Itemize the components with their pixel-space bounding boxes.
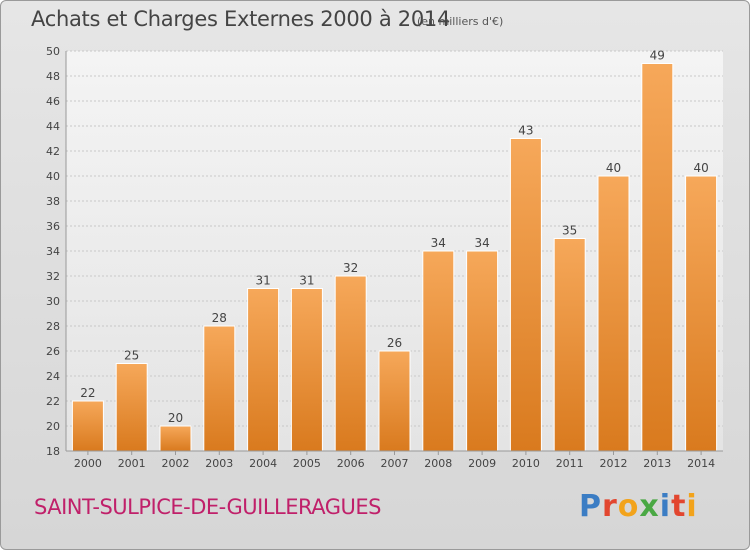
logo-letter: t bbox=[671, 489, 687, 524]
bar-value-label: 34 bbox=[431, 236, 446, 250]
bar-2014 bbox=[685, 175, 718, 452]
x-tick-label: 2009 bbox=[468, 457, 496, 470]
y-tick-label: 28 bbox=[46, 320, 60, 333]
x-tick-label: 2011 bbox=[556, 457, 584, 470]
bar-value-label: 40 bbox=[606, 161, 621, 175]
x-tick-label: 2002 bbox=[162, 457, 190, 470]
bar-2006 bbox=[334, 275, 367, 452]
y-tick-label: 32 bbox=[46, 270, 60, 283]
bar-value-label: 35 bbox=[562, 224, 577, 238]
x-tick-label: 2008 bbox=[424, 457, 452, 470]
y-tick-label: 18 bbox=[46, 445, 60, 458]
y-tick-label: 26 bbox=[46, 345, 60, 358]
y-tick-label: 20 bbox=[46, 420, 60, 433]
bar-value-label: 32 bbox=[343, 261, 358, 275]
x-tick-label: 2010 bbox=[512, 457, 540, 470]
y-tick-label: 34 bbox=[46, 245, 60, 258]
bar-2013 bbox=[641, 63, 674, 452]
bar-value-label: 22 bbox=[80, 386, 95, 400]
y-tick-label: 50 bbox=[46, 45, 60, 58]
bar-2010 bbox=[509, 138, 542, 452]
commune-name: SAINT-SULPICE-DE-GUILLERAGUES bbox=[34, 495, 382, 519]
bar-2004 bbox=[247, 288, 280, 452]
bar-value-label: 26 bbox=[387, 336, 402, 350]
x-tick-label: 2012 bbox=[600, 457, 628, 470]
x-tick-label: 2004 bbox=[249, 457, 277, 470]
x-tick-label: 2001 bbox=[118, 457, 146, 470]
bar-value-label: 49 bbox=[650, 49, 665, 63]
logo-letter: i bbox=[686, 489, 698, 524]
bar-value-label: 25 bbox=[124, 349, 139, 363]
y-tick-label: 48 bbox=[46, 70, 60, 83]
y-tick-label: 40 bbox=[46, 170, 60, 183]
y-tick-label: 46 bbox=[46, 95, 60, 108]
bar-2011 bbox=[553, 238, 586, 452]
logo-letter: i bbox=[659, 489, 672, 524]
y-tick-label: 24 bbox=[46, 370, 60, 383]
bar-2000 bbox=[71, 400, 104, 452]
bar-2012 bbox=[597, 175, 630, 452]
proxiti-logo: Proxiti bbox=[579, 489, 698, 524]
bar-2003 bbox=[203, 325, 236, 452]
bar-value-label: 34 bbox=[474, 236, 489, 250]
y-tick-label: 30 bbox=[46, 295, 60, 308]
bar-2005 bbox=[290, 288, 323, 452]
x-tick-label: 2013 bbox=[643, 457, 671, 470]
x-tick-label: 2014 bbox=[687, 457, 715, 470]
logo-letter: o bbox=[617, 489, 640, 524]
logo-letter: r bbox=[602, 489, 618, 524]
x-tick-label: 2003 bbox=[205, 457, 233, 470]
bar-value-label: 28 bbox=[212, 311, 227, 325]
y-tick-label: 44 bbox=[46, 120, 60, 133]
x-tick-label: 2007 bbox=[381, 457, 409, 470]
y-tick-label: 36 bbox=[46, 220, 60, 233]
logo-letter: P bbox=[579, 489, 602, 524]
bar-value-label: 40 bbox=[693, 161, 708, 175]
y-tick-label: 42 bbox=[46, 145, 60, 158]
bar-value-label: 43 bbox=[518, 124, 533, 138]
bar-2008 bbox=[422, 250, 455, 452]
bar-value-label: 20 bbox=[168, 411, 183, 425]
bar-2009 bbox=[466, 250, 499, 452]
bar-value-label: 31 bbox=[255, 274, 270, 288]
bar-2001 bbox=[115, 363, 148, 452]
logo-letter: x bbox=[639, 489, 660, 524]
y-tick-label: 38 bbox=[46, 195, 60, 208]
chart-unit-label: (en milliers d'€) bbox=[417, 15, 504, 28]
x-tick-label: 2006 bbox=[337, 457, 365, 470]
x-tick-label: 2005 bbox=[293, 457, 321, 470]
chart-title: Achats et Charges Externes 2000 à 2014 bbox=[31, 7, 451, 31]
bar-value-label: 31 bbox=[299, 274, 314, 288]
bar-2002 bbox=[159, 425, 192, 452]
bar-2007 bbox=[378, 350, 411, 452]
x-tick-label: 2000 bbox=[74, 457, 102, 470]
y-tick-label: 22 bbox=[46, 395, 60, 408]
